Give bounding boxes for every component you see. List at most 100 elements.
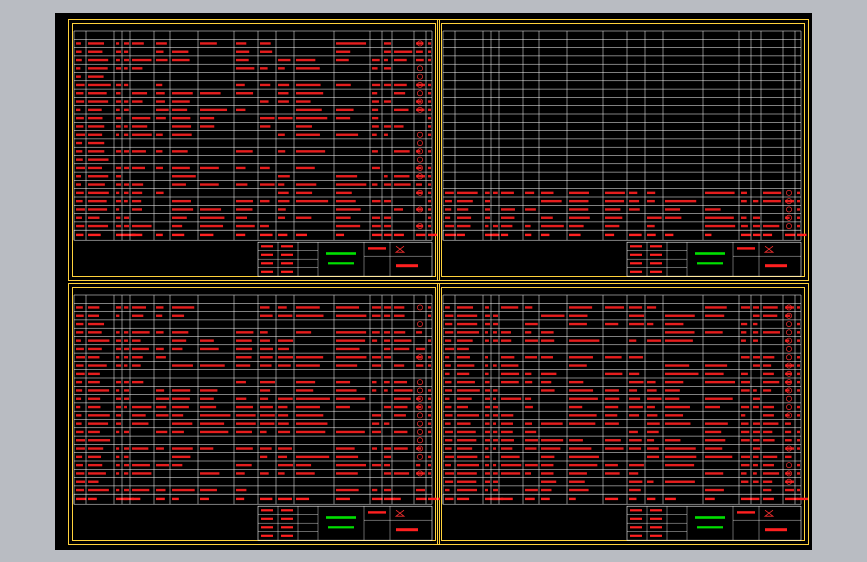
cell-text-mark (416, 224, 424, 228)
cell-text-mark (753, 314, 760, 317)
cell-text-mark (741, 199, 747, 203)
drawing-sheet[interactable]: sheet-bottom-left (68, 283, 440, 545)
cell-text-mark (741, 331, 747, 334)
cell-text-mark (763, 364, 772, 367)
sheet-inner-border (72, 23, 436, 277)
cell-text-mark (172, 364, 193, 367)
cell-text-mark (88, 58, 109, 62)
cell-text-mark (236, 216, 248, 219)
header-text-mark (394, 497, 401, 501)
cell-text-mark (172, 414, 184, 417)
cell-text-mark (705, 306, 727, 309)
cell-text-mark (785, 380, 792, 384)
cell-text-mark (445, 480, 454, 483)
cell-text-mark (372, 422, 380, 425)
cell-text-mark (457, 208, 469, 211)
cell-text-mark (296, 380, 316, 384)
cell-text-mark (296, 166, 315, 170)
cell-text-mark (753, 455, 759, 459)
cell-text-mark (156, 191, 164, 195)
cell-text-mark (569, 414, 597, 417)
cell-text-mark (76, 347, 84, 351)
cell-text-mark (116, 389, 120, 392)
cell-text-mark (485, 314, 490, 317)
cell-text-mark (605, 191, 625, 195)
cell-text-mark (501, 397, 522, 400)
cell-text-mark (485, 414, 490, 417)
cell-text-mark (372, 488, 378, 492)
cell-text-mark (416, 356, 422, 359)
cell-text-mark (445, 430, 453, 434)
cell-text-mark (647, 430, 659, 434)
sheet-inner-border (441, 23, 805, 277)
cell-text-mark (88, 83, 111, 87)
cell-text-mark (156, 92, 165, 95)
parts-table (442, 30, 807, 241)
cell-text-mark (445, 347, 454, 351)
cell-text-mark (753, 356, 760, 359)
cell-text-mark (797, 472, 800, 475)
cell-text-mark (785, 372, 792, 376)
cell-text-mark (428, 199, 431, 203)
title-block-text-mark (396, 264, 418, 268)
cell-text-mark (200, 116, 215, 120)
cell-text-mark (260, 83, 271, 87)
cell-text-mark (428, 422, 431, 425)
cell-text-mark (525, 322, 538, 326)
cell-text-mark (384, 339, 391, 342)
cell-text-mark (753, 389, 757, 392)
cell-text-mark (172, 50, 189, 53)
cell-text-mark (116, 414, 121, 417)
drawing-sheet[interactable]: sheet-bottom-right (437, 283, 809, 545)
cell-text-mark (336, 331, 367, 334)
cell-text-mark (428, 463, 431, 467)
cell-text-mark (384, 42, 391, 45)
cell-text-mark (278, 150, 286, 153)
drawing-viewport[interactable]: sheet-top-left sheet-top-right sheet-bot… (55, 13, 812, 550)
cell-text-mark (236, 224, 255, 228)
cell-text-mark (705, 397, 733, 400)
header-text-mark (132, 497, 141, 501)
cell-text-mark (76, 447, 85, 450)
cell-text-mark (457, 306, 474, 309)
drawing-name-mark (695, 516, 725, 519)
header-text-mark (156, 497, 165, 501)
cell-text-mark (569, 191, 589, 195)
cell-text-mark (88, 488, 109, 492)
cell-text-mark (525, 430, 537, 434)
header-text-mark (753, 497, 760, 501)
cell-text-mark (493, 430, 498, 434)
header-text-mark (785, 497, 798, 501)
cell-text-mark (457, 380, 475, 384)
cell-text-mark (457, 339, 473, 342)
title-block-text-mark (368, 511, 386, 514)
drawing-sheet[interactable]: sheet-top-right (437, 19, 809, 281)
cell-text-mark (569, 322, 587, 326)
cell-text-mark (116, 405, 121, 409)
cell-text-mark (116, 463, 120, 467)
cell-text-mark (605, 199, 625, 203)
cell-text-mark (797, 414, 800, 417)
cell-text-mark (457, 430, 476, 434)
drawing-sheet[interactable]: sheet-top-left (68, 19, 440, 281)
header-text-mark (428, 497, 440, 501)
cell-text-mark (445, 208, 452, 211)
cell-text-mark (457, 347, 469, 351)
cell-text-mark (763, 414, 774, 417)
cell-text-mark (428, 455, 431, 459)
cell-text-mark (525, 447, 537, 450)
cell-text-mark (200, 414, 231, 417)
cell-text-mark (88, 133, 103, 136)
cell-text-mark (116, 447, 120, 450)
cell-text-mark (132, 92, 148, 95)
cell-text-mark (336, 463, 366, 467)
cell-text-mark (124, 488, 129, 492)
cell-text-mark (428, 430, 431, 434)
cell-text-mark (172, 175, 196, 178)
cell-text-mark (665, 364, 690, 367)
cell-text-mark (647, 380, 656, 384)
cell-text-mark (457, 455, 478, 459)
balloon-symbol (786, 379, 792, 386)
cell-text-mark (132, 331, 150, 334)
cell-text-mark (384, 314, 391, 317)
